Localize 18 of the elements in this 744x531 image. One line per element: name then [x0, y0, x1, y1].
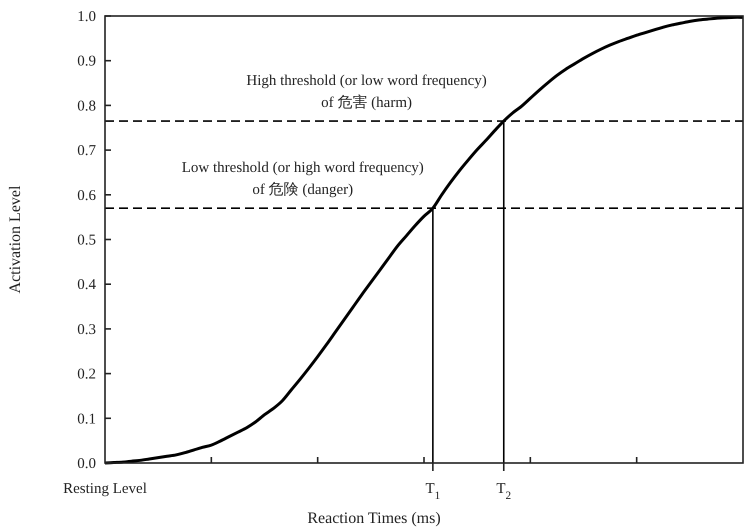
y-tick-label: 0.8: [77, 98, 96, 114]
x-tick-label: Resting Level: [63, 481, 147, 497]
y-tick-label: 0.9: [77, 54, 96, 70]
y-axis-title: Activation Level: [7, 184, 24, 294]
y-tick-label: 0.6: [77, 188, 96, 204]
y-tick-label: 0.1: [77, 411, 96, 428]
x-tick-label: T$_{1}$: [425, 481, 440, 502]
x-axis-title: Reaction Times (ms): [307, 510, 441, 527]
y-tick-label: 0.5: [77, 232, 96, 248]
ref-line-label: Low threshold (or high word frequency) of 危険 (danger): [182, 160, 424, 198]
y-tick-label: 0.2: [77, 366, 96, 383]
ref-line-label: High threshold (or low word frequency) of 危害 (harm): [246, 73, 487, 112]
y-tick-label: 0.3: [77, 322, 96, 338]
y-tick-label: 0.7: [77, 143, 96, 160]
y-tick-label: 0.0: [77, 456, 96, 472]
y-tick-label: 0.4: [77, 277, 96, 294]
x-tick-label: T$_{2}$: [496, 481, 512, 502]
y-tick-label: 1.0: [77, 9, 96, 25]
